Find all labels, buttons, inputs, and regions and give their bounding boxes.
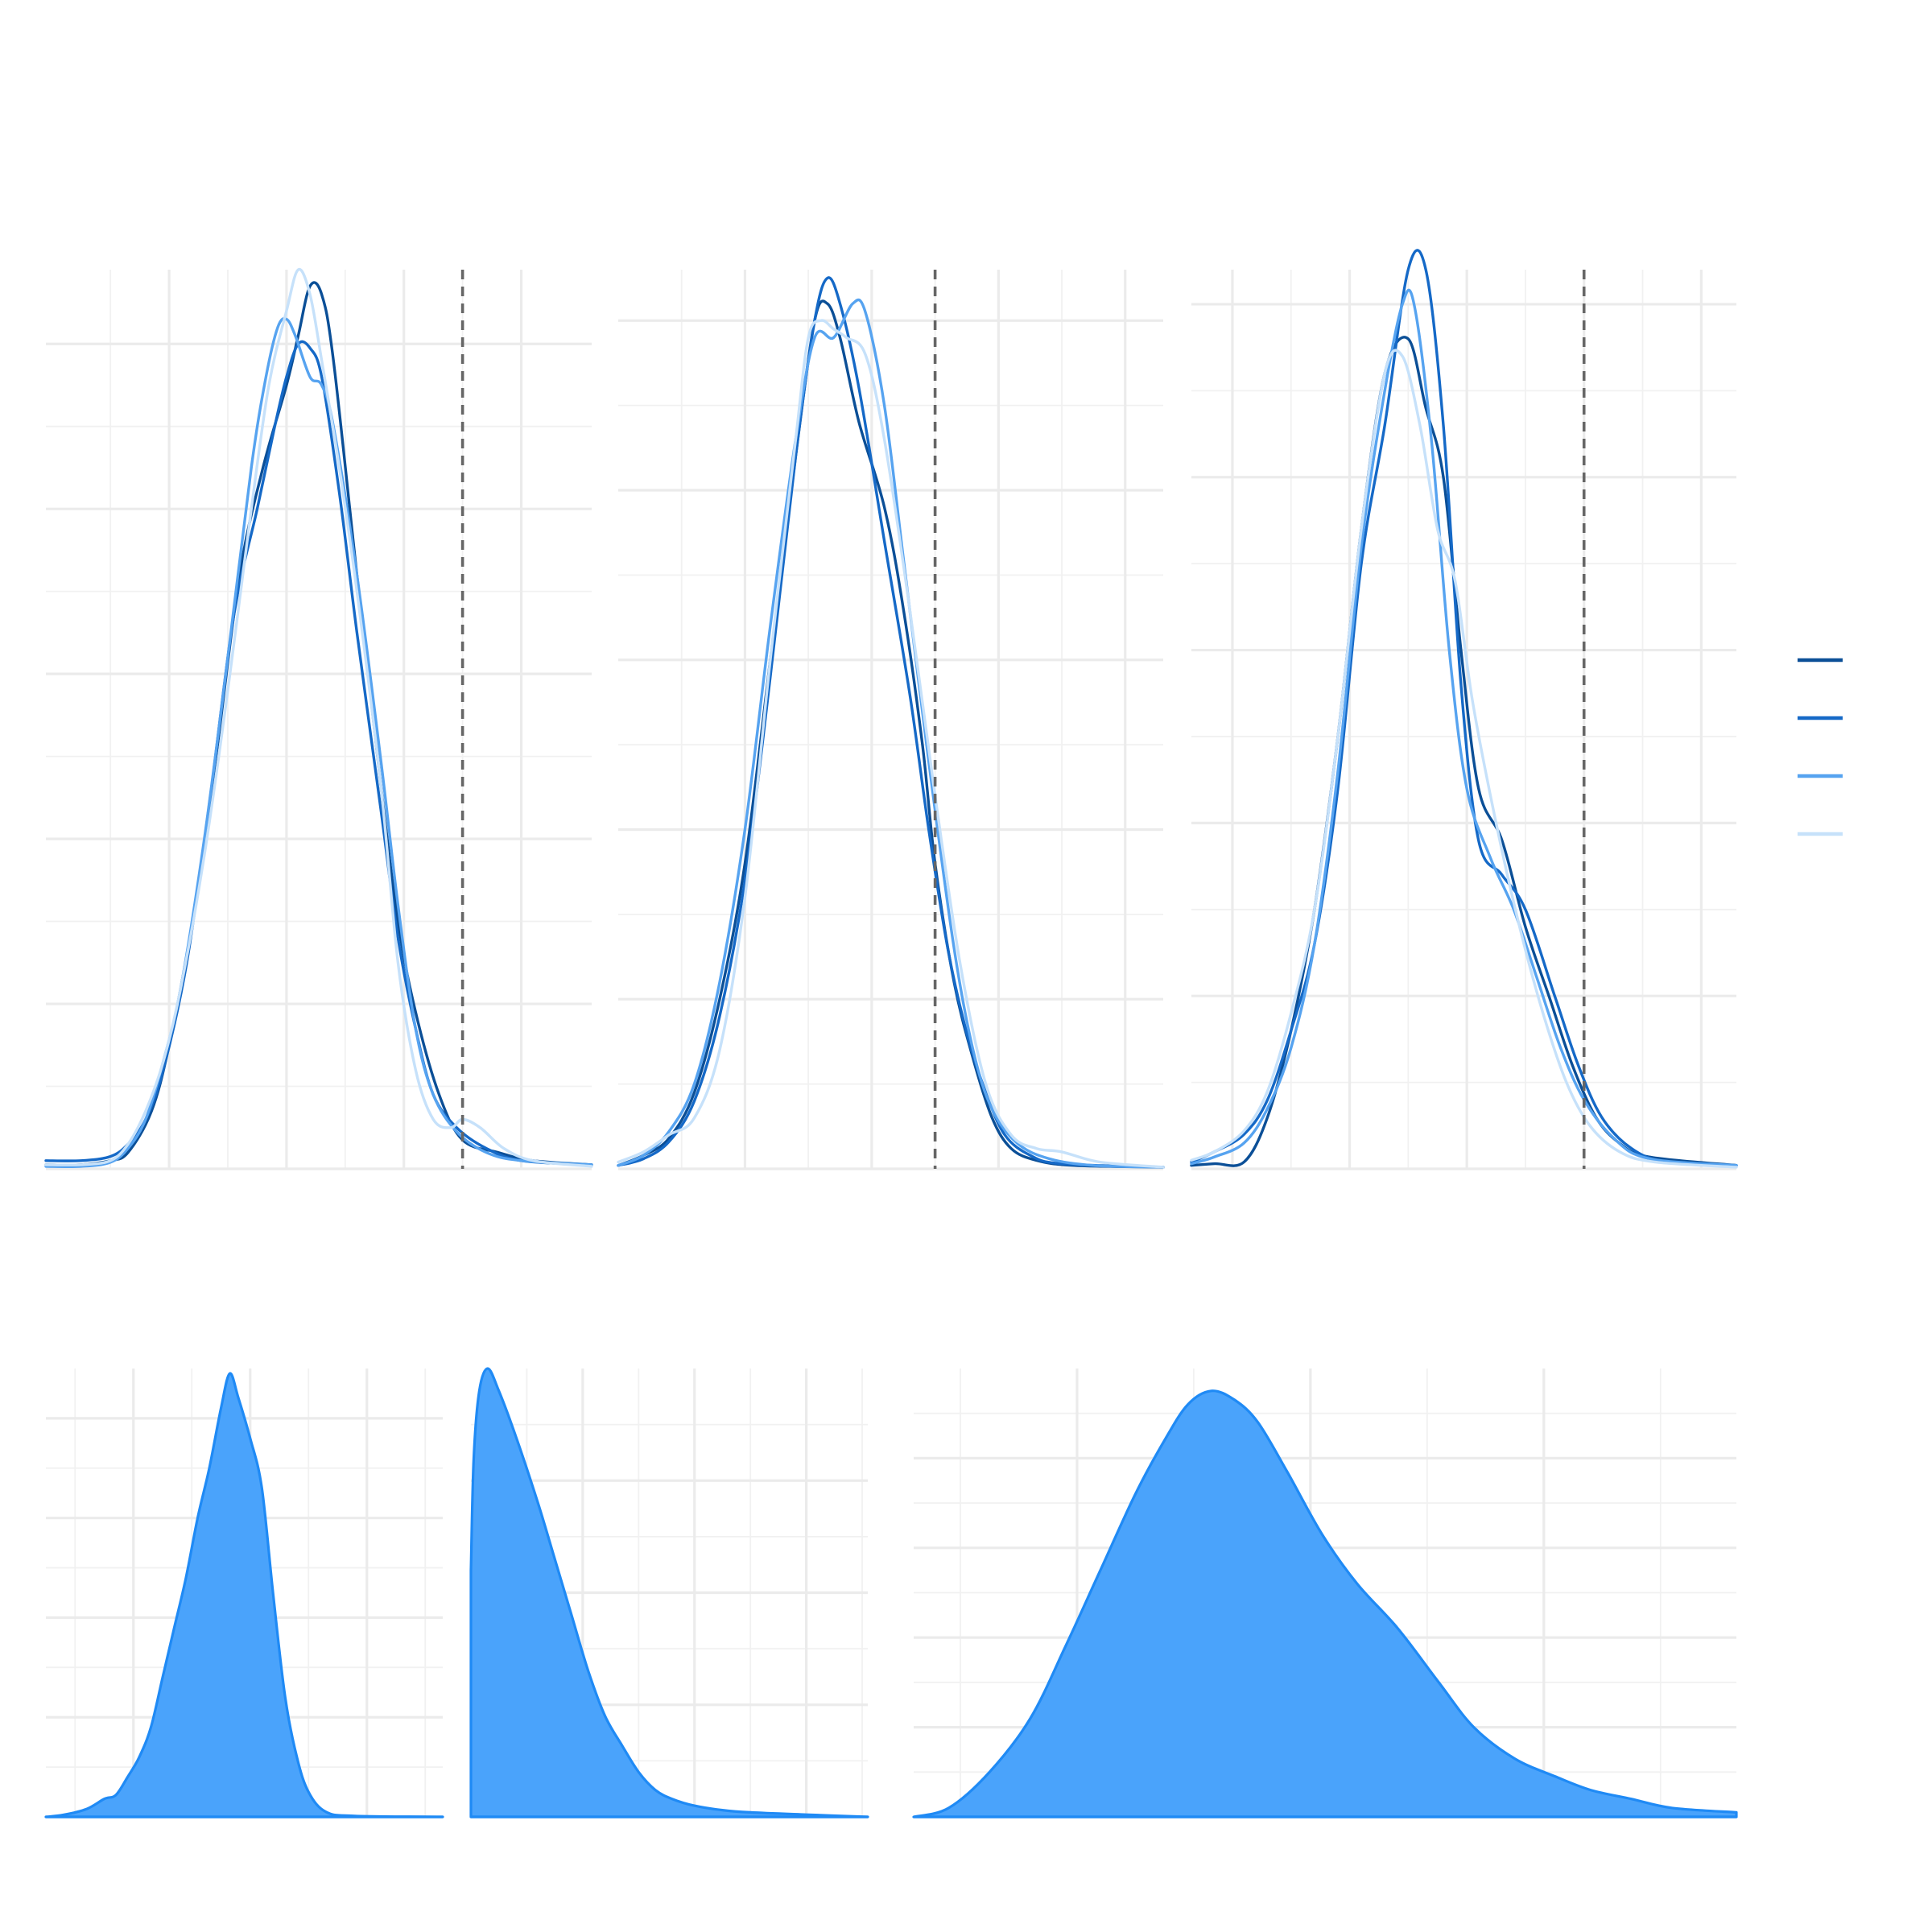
density-line-4 — [44, 267, 593, 1168]
density-area — [44, 1372, 444, 1818]
density-line-4 — [617, 319, 1165, 1169]
density-line-1 — [1190, 336, 1738, 1167]
density-line-3 — [617, 298, 1165, 1169]
gridlines — [1191, 270, 1736, 1170]
panel-top-middle — [617, 270, 1165, 1170]
density-line-3 — [1190, 288, 1738, 1167]
density-line-1 — [617, 299, 1165, 1169]
legend — [1798, 658, 1843, 836]
panel-bottom-right — [912, 1368, 1738, 1818]
density-line-4 — [1190, 349, 1738, 1169]
density-area — [912, 1389, 1738, 1818]
gridlines — [46, 270, 592, 1170]
density-line-2 — [44, 340, 593, 1166]
density-line-3 — [44, 317, 593, 1168]
panel-top-right — [1190, 249, 1738, 1170]
density-line-2 — [617, 276, 1165, 1169]
panel-top-left — [44, 267, 593, 1170]
panel-bottom-left — [44, 1368, 444, 1818]
density-line-2 — [1190, 249, 1738, 1167]
gridlines — [618, 270, 1163, 1170]
density-area — [469, 1367, 869, 1818]
density-line-1 — [44, 281, 593, 1166]
panel-bottom-middle — [469, 1367, 869, 1818]
